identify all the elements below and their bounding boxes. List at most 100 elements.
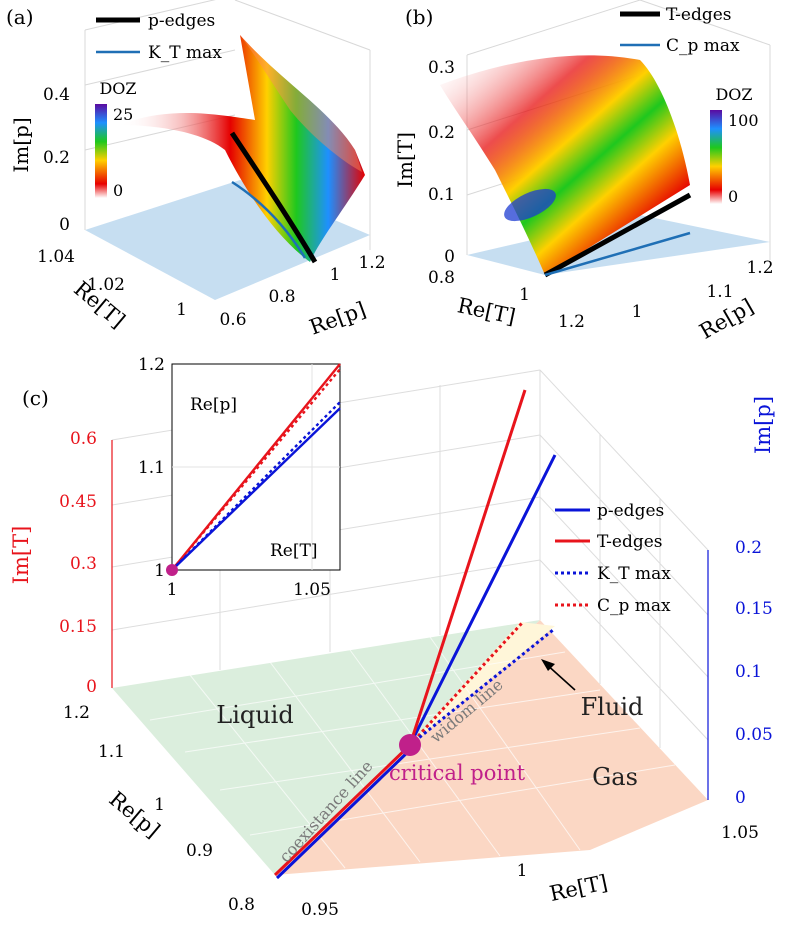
panel-a-ztick: 0	[59, 215, 70, 235]
panel-c-floor-gas	[275, 620, 708, 875]
panel-c-legend-label: C_p max	[597, 596, 671, 616]
panel-c-floor-liquid	[112, 620, 540, 875]
panel-b-ztick: 0.3	[428, 58, 455, 78]
panel-c-rep-tick: 1.2	[63, 703, 90, 723]
panel-b-ztick: 0.1	[428, 185, 455, 205]
panel-a-ylabel: Re[p]	[306, 297, 369, 339]
panel-b-surface	[440, 55, 690, 276]
inset-xlabel: Re[T]	[270, 541, 317, 561]
panel-c-left-tick: 0	[86, 677, 97, 697]
panel-a-xtick: 1.02	[87, 275, 125, 295]
panel-a-ytick: 1.2	[358, 253, 385, 273]
panel-a-ytick: 0.8	[268, 287, 295, 307]
region-gas: Gas	[592, 763, 638, 791]
panel-c-legend-label: T-edges	[597, 532, 663, 552]
panel-a-zlabel: Im[p]	[9, 117, 33, 172]
panel-c-left-tick: 0.45	[59, 492, 97, 512]
panel-b-xlabel: Re[T]	[455, 293, 517, 329]
region-liquid: Liquid	[216, 701, 293, 729]
panel-c: (c)	[9, 355, 775, 920]
panel-c-t-edges-low	[273, 743, 412, 877]
panel-a-xtick: 1.04	[37, 247, 75, 267]
panel-a-colorbar-label: DOZ	[99, 79, 136, 98]
panel-a-ytick: 0.6	[219, 310, 246, 330]
panel-b-ytick: 1.2	[746, 258, 773, 278]
inset-series	[166, 363, 341, 576]
widom-arrowhead	[541, 659, 555, 671]
inset-ytick: 1.2	[138, 355, 165, 375]
critical-point-label: critical point	[389, 761, 526, 785]
panel-c-right-tick: 0	[735, 788, 746, 808]
panel-c-rep-tick: 0.8	[228, 895, 255, 915]
panel-a: (a) 0.4 0.2 0 Im[p] 1.04 1.02 1 Re[T] 0.…	[6, 0, 386, 340]
panel-b-colorbar	[710, 110, 722, 204]
panel-c-ret-label: Re[T]	[547, 870, 609, 906]
panel-b-ytick: 1.1	[706, 282, 733, 302]
panel-a-label: (a)	[6, 5, 34, 29]
inset-critical-point	[166, 564, 178, 576]
region-fluid: Fluid	[581, 693, 644, 721]
inset-line-p-edges	[171, 407, 341, 571]
panel-c-p-edges	[408, 454, 557, 746]
panel-b-zlabel: Im[T]	[393, 132, 417, 188]
panel-c-label: (c)	[22, 386, 49, 410]
panel-c-legend-label: K_T max	[597, 564, 671, 584]
panel-c-floor-fluid	[410, 622, 555, 745]
panel-b-legend-label: T-edges	[666, 5, 732, 25]
panel-b-xtick: 1	[519, 285, 530, 305]
panel-b-ytick: 1	[632, 302, 643, 322]
inset-ylabel: Re[p]	[190, 395, 237, 415]
panel-c-t-edges	[408, 389, 527, 746]
critical-point-marker	[399, 734, 421, 756]
panel-b-colorbar-min: 0	[728, 187, 738, 206]
panel-c-legend-label: p-edges	[597, 501, 664, 521]
panel-c-right-label: Im[p]	[751, 396, 775, 454]
panel-a-legend-label: K_T max	[148, 43, 222, 63]
panel-a-colorbar-min: 0	[113, 181, 123, 200]
panel-a-ytick: 1	[330, 265, 341, 285]
panel-b-xtick: 1.2	[558, 312, 585, 332]
panel-a-ztick: 0.2	[43, 148, 70, 168]
panel-a-colorbar-max: 25	[113, 105, 133, 124]
panel-c-right-tick: 0.1	[735, 662, 762, 682]
panel-a-kt-max	[231, 180, 307, 259]
panel-b: (b) 0.3 0.2 0.1 0 Im[T] 0.8 1 1.2 Re[T] …	[393, 0, 774, 344]
panel-a-grid	[84, 0, 371, 250]
panel-b-xtick: 0.8	[428, 268, 455, 288]
panel-c-right-tick: 0.15	[735, 599, 773, 619]
panel-c-left-tick: 0.15	[59, 617, 97, 637]
panel-c-floor-grid	[149, 636, 676, 869]
panel-c-left-tick: 0.3	[70, 554, 97, 574]
panel-b-ztick: 0.2	[428, 123, 455, 143]
inset-xtick: 1	[167, 580, 178, 600]
panel-b-cp-max	[544, 231, 691, 277]
panel-a-legend-label: p-edges	[148, 11, 215, 31]
inset-xtick: 1.05	[293, 580, 331, 600]
panel-c-left-label: Im[T]	[9, 526, 33, 585]
panel-c-rep-tick: 1.1	[98, 742, 125, 762]
panel-b-label: (b)	[405, 5, 433, 29]
panel-a-colorbar	[95, 104, 107, 198]
panel-a-xtick: 1	[176, 300, 187, 320]
panel-a-p-edges	[229, 131, 318, 264]
panel-b-t-edges	[543, 192, 692, 278]
panel-c-left-tick: 0.6	[70, 429, 97, 449]
panel-c-rep-tick: 0.9	[186, 841, 213, 861]
panel-c-p-edges-low	[275, 746, 414, 880]
panel-c-right-tick: 0.05	[735, 725, 773, 745]
panel-b-ztick: 0	[444, 247, 455, 267]
panel-a-ztick: 0.4	[43, 85, 70, 105]
panel-c-kt-max	[409, 628, 554, 747]
inset-ytick: 1	[154, 561, 165, 581]
panel-b-hotspot	[504, 188, 556, 222]
panel-c-ret-tick: 0.95	[301, 900, 339, 920]
panel-c-cp-max	[408, 621, 524, 747]
panel-a-surface-fold	[240, 35, 362, 172]
inset-ytick: 1.1	[138, 458, 165, 478]
panel-c-ret-tick: 1.05	[721, 823, 759, 843]
panel-c-ret-tick: 1	[517, 861, 528, 881]
panel-b-colorbar-label: DOZ	[715, 85, 752, 104]
inset: 1.2 1.1 1 1 1.05 Re[p] Re[T]	[138, 355, 341, 600]
panel-b-colorbar-max: 100	[728, 111, 759, 130]
